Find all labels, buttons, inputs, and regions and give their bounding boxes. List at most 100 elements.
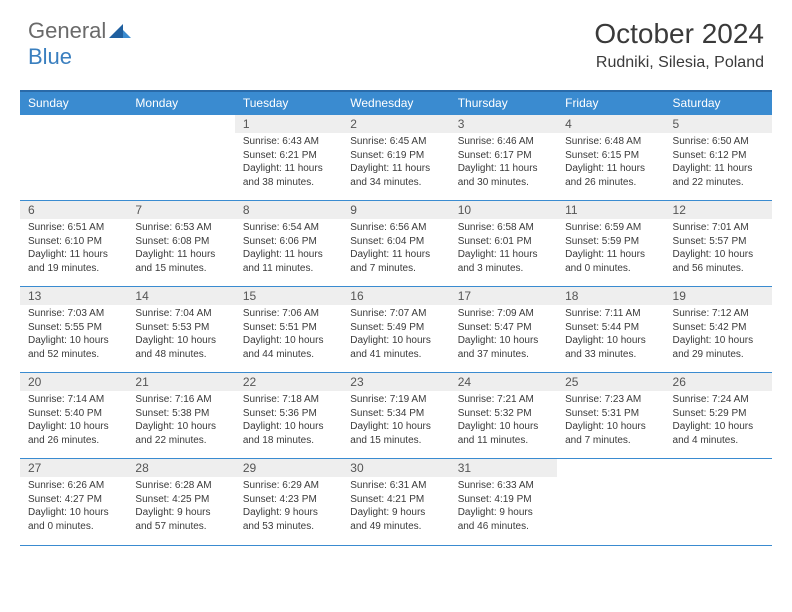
daylight-line2: and 41 minutes.: [350, 348, 441, 362]
calendar-day-cell: 21Sunrise: 7:16 AMSunset: 5:38 PMDayligh…: [127, 373, 234, 459]
day-details: Sunrise: 6:43 AMSunset: 6:21 PMDaylight:…: [235, 133, 342, 193]
calendar-bottom-border: [20, 545, 772, 546]
daylight-line1: Daylight: 9 hours: [135, 506, 226, 520]
day-details: Sunrise: 7:14 AMSunset: 5:40 PMDaylight:…: [20, 391, 127, 451]
day-details: Sunrise: 7:11 AMSunset: 5:44 PMDaylight:…: [557, 305, 664, 365]
sunset-text: Sunset: 5:40 PM: [28, 407, 119, 421]
calendar-day-cell: [127, 115, 234, 201]
daylight-line1: Daylight: 10 hours: [135, 420, 226, 434]
daylight-line1: Daylight: 9 hours: [350, 506, 441, 520]
day-details: Sunrise: 6:45 AMSunset: 6:19 PMDaylight:…: [342, 133, 449, 193]
daylight-line2: and 7 minutes.: [350, 262, 441, 276]
daylight-line2: and 48 minutes.: [135, 348, 226, 362]
day-number: 10: [450, 201, 557, 219]
sunset-text: Sunset: 4:27 PM: [28, 493, 119, 507]
sunrise-text: Sunrise: 7:03 AM: [28, 307, 119, 321]
sunset-text: Sunset: 4:23 PM: [243, 493, 334, 507]
daylight-line2: and 56 minutes.: [673, 262, 764, 276]
calendar-day-cell: 11Sunrise: 6:59 AMSunset: 5:59 PMDayligh…: [557, 201, 664, 287]
sunrise-text: Sunrise: 7:01 AM: [673, 221, 764, 235]
daylight-line1: Daylight: 10 hours: [565, 420, 656, 434]
calendar-day-cell: 19Sunrise: 7:12 AMSunset: 5:42 PMDayligh…: [665, 287, 772, 373]
day-number: 27: [20, 459, 127, 477]
calendar-day-cell: 30Sunrise: 6:31 AMSunset: 4:21 PMDayligh…: [342, 459, 449, 545]
sunrise-text: Sunrise: 7:16 AM: [135, 393, 226, 407]
daylight-line2: and 34 minutes.: [350, 176, 441, 190]
calendar-day-cell: 20Sunrise: 7:14 AMSunset: 5:40 PMDayligh…: [20, 373, 127, 459]
calendar-day-cell: 15Sunrise: 7:06 AMSunset: 5:51 PMDayligh…: [235, 287, 342, 373]
sunset-text: Sunset: 5:57 PM: [673, 235, 764, 249]
calendar-week-row: 20Sunrise: 7:14 AMSunset: 5:40 PMDayligh…: [20, 373, 772, 459]
calendar-day-cell: 25Sunrise: 7:23 AMSunset: 5:31 PMDayligh…: [557, 373, 664, 459]
daylight-line1: Daylight: 10 hours: [350, 334, 441, 348]
daylight-line1: Daylight: 10 hours: [673, 420, 764, 434]
sunrise-text: Sunrise: 6:33 AM: [458, 479, 549, 493]
day-details: Sunrise: 7:01 AMSunset: 5:57 PMDaylight:…: [665, 219, 772, 279]
daylight-line2: and 26 minutes.: [28, 434, 119, 448]
sunrise-text: Sunrise: 6:26 AM: [28, 479, 119, 493]
sunrise-text: Sunrise: 6:59 AM: [565, 221, 656, 235]
calendar-day-cell: 18Sunrise: 7:11 AMSunset: 5:44 PMDayligh…: [557, 287, 664, 373]
sunrise-text: Sunrise: 7:24 AM: [673, 393, 764, 407]
daylight-line1: Daylight: 10 hours: [673, 334, 764, 348]
day-number: 25: [557, 373, 664, 391]
daylight-line2: and 30 minutes.: [458, 176, 549, 190]
calendar-day-cell: 22Sunrise: 7:18 AMSunset: 5:36 PMDayligh…: [235, 373, 342, 459]
day-number: 5: [665, 115, 772, 133]
daylight-line2: and 19 minutes.: [28, 262, 119, 276]
daylight-line1: Daylight: 11 hours: [458, 248, 549, 262]
day-number: 18: [557, 287, 664, 305]
daylight-line2: and 38 minutes.: [243, 176, 334, 190]
calendar-day-cell: 10Sunrise: 6:58 AMSunset: 6:01 PMDayligh…: [450, 201, 557, 287]
sunset-text: Sunset: 5:47 PM: [458, 321, 549, 335]
day-number: 12: [665, 201, 772, 219]
daylight-line2: and 4 minutes.: [673, 434, 764, 448]
header: General October 2024 Rudniki, Silesia, P…: [0, 0, 792, 80]
location-text: Rudniki, Silesia, Poland: [594, 54, 764, 72]
sunset-text: Sunset: 5:38 PM: [135, 407, 226, 421]
sunset-text: Sunset: 5:51 PM: [243, 321, 334, 335]
sunset-text: Sunset: 5:34 PM: [350, 407, 441, 421]
day-details: Sunrise: 6:50 AMSunset: 6:12 PMDaylight:…: [665, 133, 772, 193]
daylight-line1: Daylight: 10 hours: [673, 248, 764, 262]
daylight-line1: Daylight: 10 hours: [458, 420, 549, 434]
sunset-text: Sunset: 6:08 PM: [135, 235, 226, 249]
day-number: 13: [20, 287, 127, 305]
daylight-line2: and 33 minutes.: [565, 348, 656, 362]
day-number: 2: [342, 115, 449, 133]
calendar-table: Sunday Monday Tuesday Wednesday Thursday…: [20, 90, 772, 545]
day-details: Sunrise: 7:09 AMSunset: 5:47 PMDaylight:…: [450, 305, 557, 365]
daylight-line2: and 11 minutes.: [458, 434, 549, 448]
day-details: Sunrise: 6:51 AMSunset: 6:10 PMDaylight:…: [20, 219, 127, 279]
sunrise-text: Sunrise: 7:11 AM: [565, 307, 656, 321]
sunrise-text: Sunrise: 6:28 AM: [135, 479, 226, 493]
sunset-text: Sunset: 5:49 PM: [350, 321, 441, 335]
daylight-line2: and 46 minutes.: [458, 520, 549, 534]
weekday-header: Sunday: [20, 91, 127, 115]
daylight-line1: Daylight: 11 hours: [243, 162, 334, 176]
sunset-text: Sunset: 6:12 PM: [673, 149, 764, 163]
day-number: 8: [235, 201, 342, 219]
sunset-text: Sunset: 5:31 PM: [565, 407, 656, 421]
day-details: Sunrise: 6:48 AMSunset: 6:15 PMDaylight:…: [557, 133, 664, 193]
daylight-line1: Daylight: 9 hours: [243, 506, 334, 520]
calendar-day-cell: 26Sunrise: 7:24 AMSunset: 5:29 PMDayligh…: [665, 373, 772, 459]
daylight-line1: Daylight: 11 hours: [350, 162, 441, 176]
calendar-day-cell: 2Sunrise: 6:45 AMSunset: 6:19 PMDaylight…: [342, 115, 449, 201]
calendar-day-cell: 29Sunrise: 6:29 AMSunset: 4:23 PMDayligh…: [235, 459, 342, 545]
sunrise-text: Sunrise: 6:31 AM: [350, 479, 441, 493]
sunrise-text: Sunrise: 6:46 AM: [458, 135, 549, 149]
sunset-text: Sunset: 4:25 PM: [135, 493, 226, 507]
day-details: Sunrise: 7:06 AMSunset: 5:51 PMDaylight:…: [235, 305, 342, 365]
daylight-line2: and 49 minutes.: [350, 520, 441, 534]
day-details: Sunrise: 6:26 AMSunset: 4:27 PMDaylight:…: [20, 477, 127, 537]
day-number: 31: [450, 459, 557, 477]
calendar-week-row: 1Sunrise: 6:43 AMSunset: 6:21 PMDaylight…: [20, 115, 772, 201]
sunrise-text: Sunrise: 6:48 AM: [565, 135, 656, 149]
daylight-line2: and 26 minutes.: [565, 176, 656, 190]
day-details: Sunrise: 6:28 AMSunset: 4:25 PMDaylight:…: [127, 477, 234, 537]
daylight-line2: and 53 minutes.: [243, 520, 334, 534]
day-details: Sunrise: 6:54 AMSunset: 6:06 PMDaylight:…: [235, 219, 342, 279]
brand-word2: Blue: [28, 44, 72, 70]
daylight-line1: Daylight: 11 hours: [673, 162, 764, 176]
